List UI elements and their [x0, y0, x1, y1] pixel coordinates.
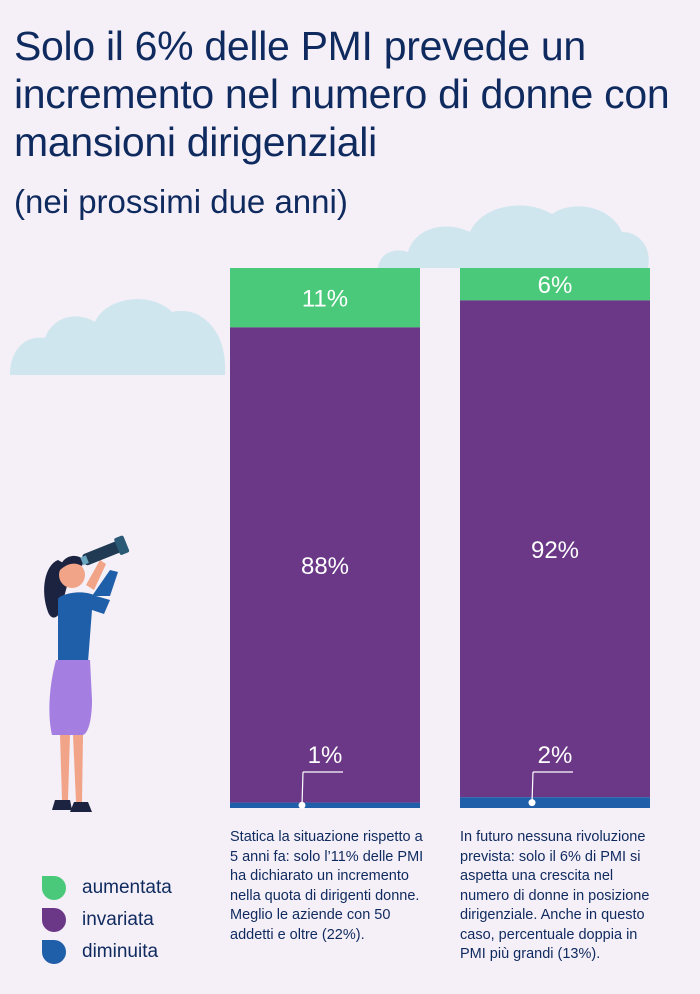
bar-segment-aumentata-2 — [460, 268, 650, 301]
legend-swatch-invariata — [42, 908, 66, 932]
label-pointer-2 — [531, 771, 534, 803]
cloud-right-icon — [378, 205, 649, 268]
legend: aumentata invariata diminuita — [42, 872, 172, 968]
data-label-diminuita-1: 1% — [308, 742, 343, 769]
bar-segment-aumentata-1 — [230, 268, 420, 328]
cloud-left-icon — [10, 299, 226, 375]
note-bar-1: Statica la situazione rispetto a 5 anni … — [230, 829, 424, 943]
label-pointer-dot-1 — [298, 801, 306, 809]
legend-item-invariata: invariata — [42, 904, 172, 936]
legend-label-aumentata: aumentata — [82, 877, 172, 898]
data-label-invariata-1: 88% — [301, 553, 349, 580]
legend-item-aumentata: aumentata — [42, 872, 172, 904]
data-label-invariata-2: 92% — [531, 537, 579, 564]
woman-with-telescope-icon — [44, 535, 130, 812]
data-label-diminuita-2: 2% — [538, 742, 573, 769]
legend-label-diminuita: diminuita — [82, 941, 159, 962]
bar-segment-diminuita-2 — [460, 797, 650, 808]
bar-segment-invariata-1 — [230, 327, 420, 803]
label-pointer-1 — [301, 771, 304, 806]
bar-segment-diminuita-1 — [230, 802, 420, 808]
legend-item-diminuita: diminuita — [42, 936, 172, 968]
chart-title: Solo il 6% delle PMI prevede un incremen… — [14, 23, 670, 165]
data-label-aumentata-1: 11% — [302, 286, 348, 313]
note-bar-2: In futuro nessuna rivoluzione prevista: … — [460, 829, 650, 962]
bar-segment-invariata-2 — [460, 300, 650, 798]
chart-subtitle: (nei prossimi due anni) — [14, 183, 348, 220]
legend-swatch-diminuita — [42, 940, 66, 964]
label-pointer-dot-2 — [528, 799, 536, 807]
legend-label-invariata: invariata — [82, 909, 154, 930]
legend-swatch-aumentata — [42, 876, 66, 900]
data-label-aumentata-2: 6% — [538, 272, 573, 299]
